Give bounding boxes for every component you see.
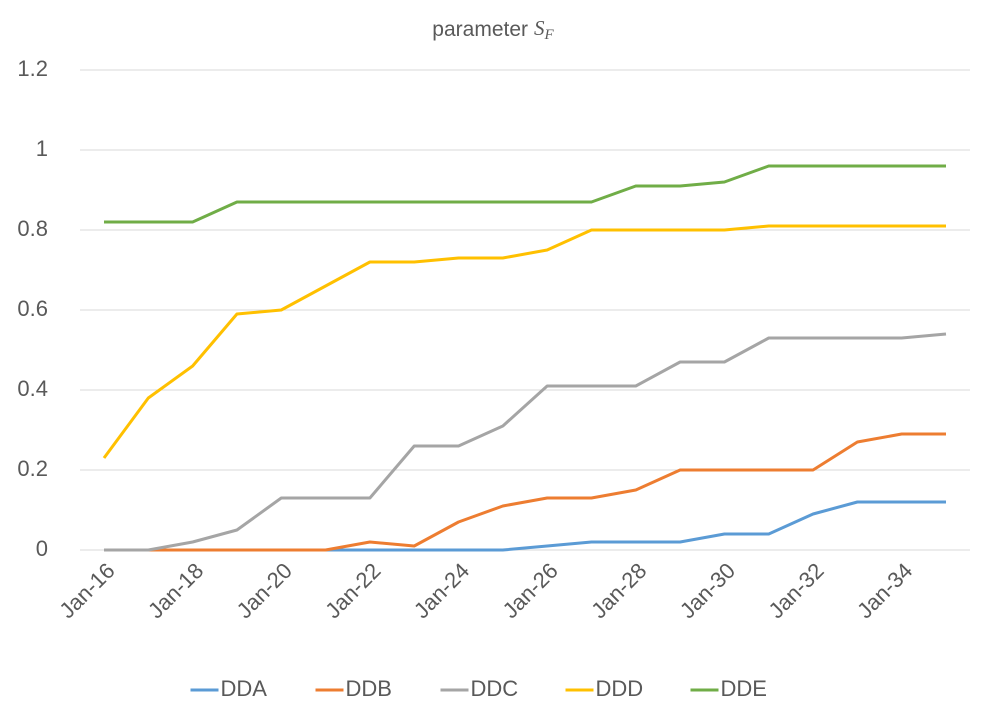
x-tick-label: Jan-24	[409, 558, 474, 623]
legend-label: DDA	[221, 676, 268, 701]
x-tick-label: Jan-22	[320, 558, 385, 623]
series-line	[104, 432, 946, 552]
y-tick-label: 0.8	[17, 216, 48, 241]
x-tick-label: Jan-32	[763, 558, 828, 623]
legend-label: DDE	[721, 676, 767, 701]
legend-label: DDD	[596, 676, 644, 701]
y-tick-label: 0.2	[17, 456, 48, 481]
legend-label: DDC	[471, 676, 519, 701]
series-line	[102, 224, 946, 459]
title-text: parameter	[432, 18, 528, 41]
x-tick-label: Jan-28	[586, 558, 651, 623]
x-tick-label: Jan-16	[54, 558, 119, 623]
series-line	[104, 500, 946, 552]
y-tick-label: 1.2	[17, 56, 48, 81]
series-line	[104, 332, 947, 552]
x-tick-label: Jan-30	[675, 558, 740, 623]
y-tick-label: 0.4	[17, 376, 48, 401]
chart-title: parameter SF	[432, 16, 554, 44]
x-tick-label: Jan-26	[498, 558, 563, 623]
legend-label: DDB	[346, 676, 392, 701]
y-tick-label: 0.6	[17, 296, 48, 321]
y-tick-label: 1	[36, 136, 48, 161]
x-tick-label: Jan-18	[143, 558, 208, 623]
x-tick-label: Jan-20	[232, 558, 297, 623]
y-tick-label: 0	[36, 536, 48, 561]
series-line	[104, 164, 946, 224]
title-symbol: S	[534, 16, 545, 40]
title-subscript: F	[544, 27, 555, 43]
x-tick-label: Jan-34	[852, 558, 917, 623]
